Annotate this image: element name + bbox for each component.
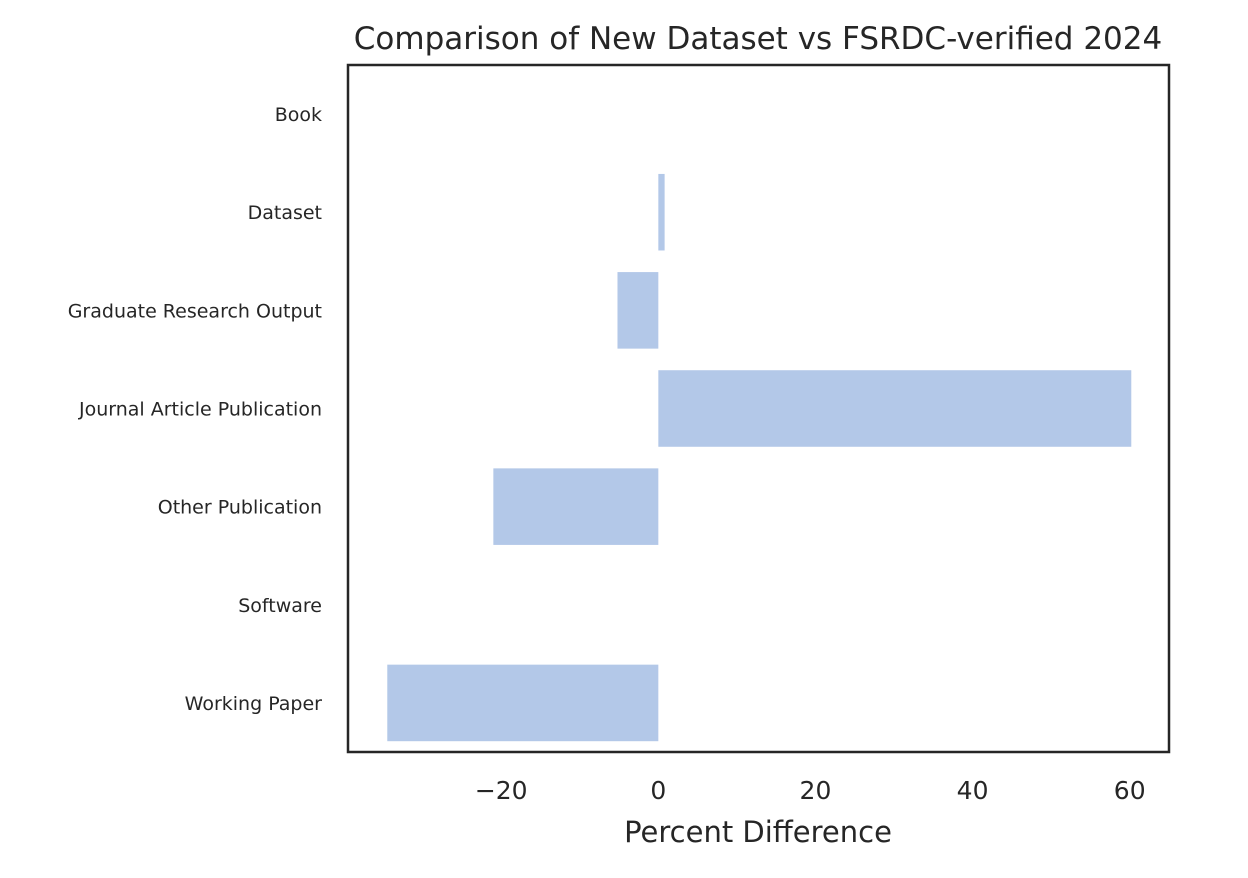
chart-title: Comparison of New Dataset vs FSRDC-verif… bbox=[354, 21, 1162, 57]
x-tick-label: 0 bbox=[650, 776, 666, 805]
x-tick-label: −20 bbox=[475, 776, 528, 805]
x-tick-label: 40 bbox=[957, 776, 989, 805]
x-tick-label: 60 bbox=[1114, 776, 1146, 805]
y-tick-label: Other Publication bbox=[158, 497, 322, 519]
plot-frame bbox=[346, 63, 1171, 754]
y-tick-labels: Book Dataset Graduate Research Output Journ… bbox=[68, 104, 322, 715]
bar-graduate-research-output bbox=[617, 272, 659, 349]
x-tick-label: 20 bbox=[800, 776, 832, 805]
x-tick-labels: −20 0 20 40 60 bbox=[475, 776, 1146, 805]
y-tick-label: Graduate Research Output bbox=[68, 300, 322, 322]
x-axis-label: Percent Difference bbox=[624, 815, 892, 849]
y-tick-label: Software bbox=[238, 595, 322, 617]
bar-journal-article-publication bbox=[658, 370, 1132, 447]
bar-dataset bbox=[658, 173, 665, 251]
y-tick-label: Dataset bbox=[248, 202, 322, 224]
bar-working-paper bbox=[387, 664, 659, 742]
y-tick-label: Journal Article Publication bbox=[78, 399, 322, 421]
y-tick-label: Book bbox=[275, 104, 322, 126]
bars-layer bbox=[387, 173, 1132, 742]
y-tick-label: Working Paper bbox=[185, 693, 323, 715]
bar-other-publication bbox=[493, 468, 659, 545]
